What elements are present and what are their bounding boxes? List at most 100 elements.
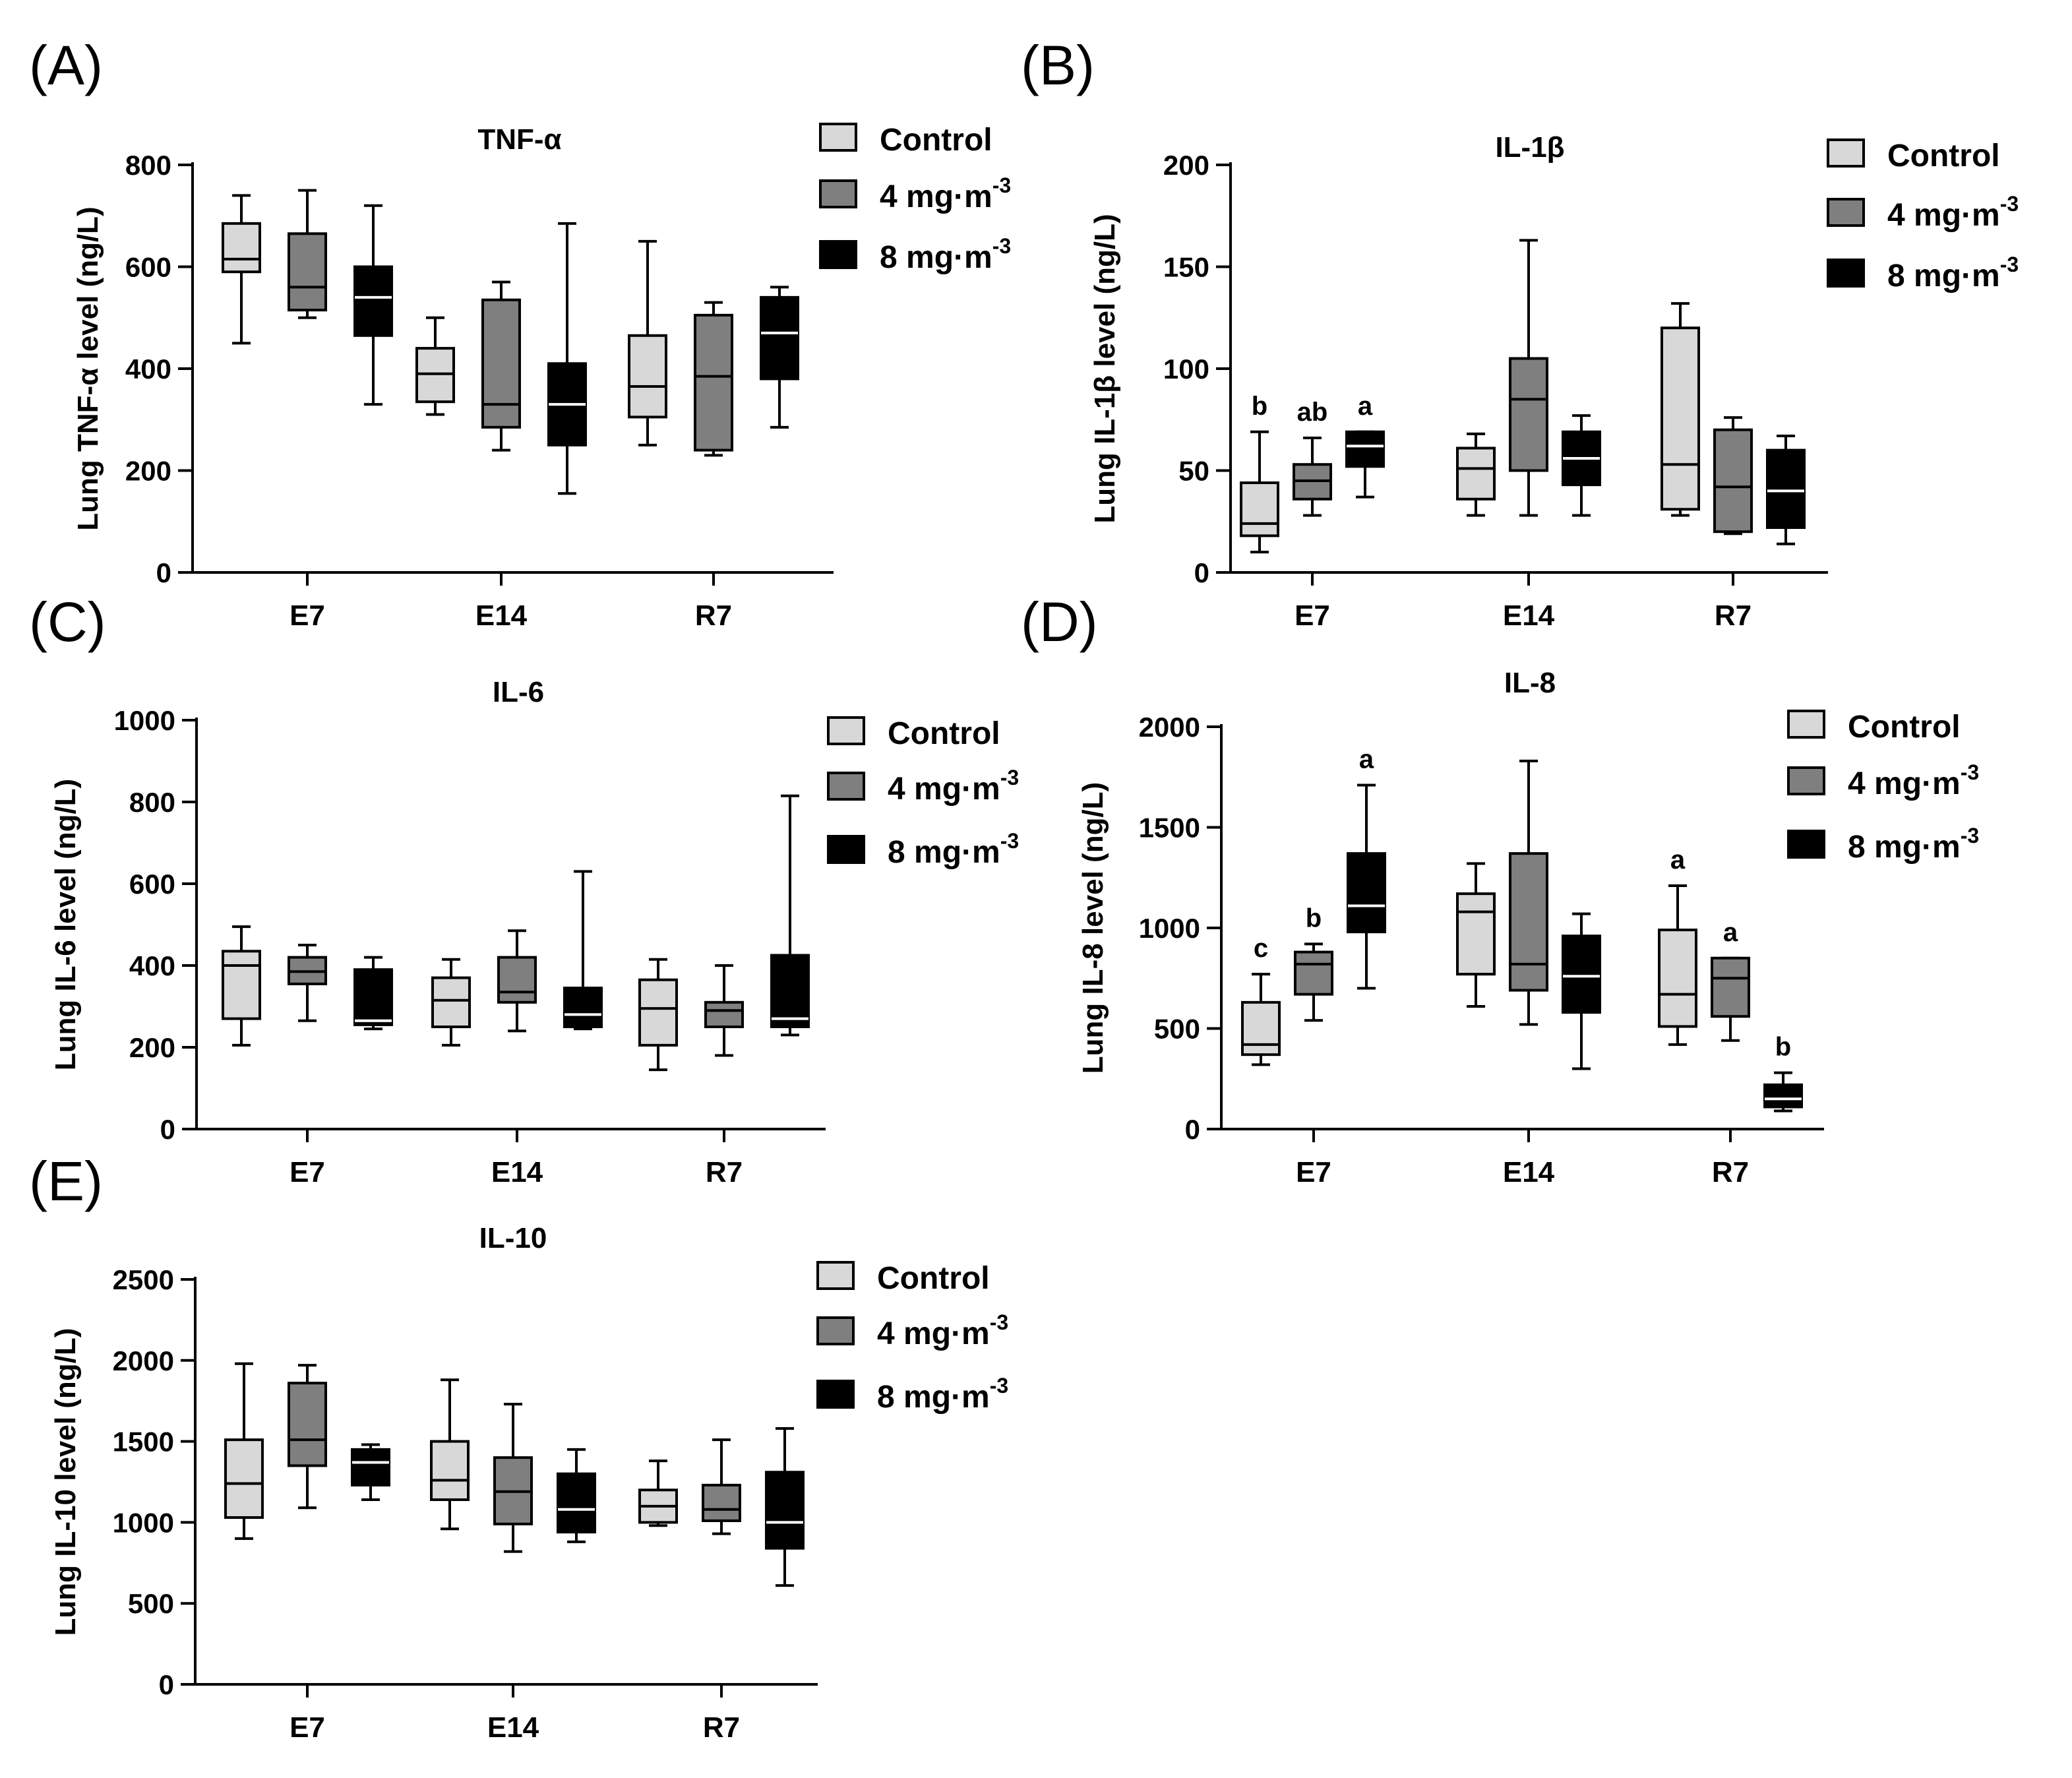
legend-label: Control: [880, 123, 992, 158]
y-tick-label: 400: [125, 353, 171, 384]
box-r7-series-1: [1713, 416, 1753, 536]
x-tick-label: E7: [1295, 599, 1330, 632]
legend-label: 4 mg·m-3: [877, 1310, 1008, 1351]
box-iqr: [1562, 935, 1601, 1014]
legend-swatch: [816, 1316, 855, 1345]
box-r7-series-0: [638, 1459, 678, 1527]
box-e14-series-2: [563, 870, 603, 1031]
significance-letter: a: [1359, 745, 1374, 774]
y-tick-label: 1000: [113, 1507, 174, 1538]
y-tick-label: 1000: [114, 705, 175, 736]
x-tick-label: R7: [703, 1711, 740, 1744]
legend-label: Control: [1887, 138, 2000, 173]
legend-label-text: Control: [877, 1261, 990, 1296]
legend-label-text: Control: [1848, 710, 1961, 745]
panel-e: (E) IL-10 Lung IL-10 level (ng/L) 0 500 1000 1…: [29, 1150, 1008, 1744]
x-tick-label: E14: [1503, 599, 1555, 632]
box-iqr: [704, 1000, 744, 1029]
panel-a: (A) TNF-α Lung TNF-α level (ng/L) 0 200 400 60…: [29, 34, 1011, 632]
x-tick-label: R7: [695, 599, 732, 632]
legend-label-text: Control: [880, 123, 992, 158]
y-tick-label: 1000: [1139, 913, 1200, 944]
box-iqr: [353, 265, 393, 337]
box-r7-series-2: [1766, 434, 1806, 545]
box-iqr: [1347, 852, 1386, 934]
legend-label-text: 4 mg·m: [877, 1316, 990, 1351]
y-tick-label: 0: [160, 1114, 175, 1145]
box-e7-series-2: [351, 1443, 390, 1502]
box-e14-series-0: [1456, 862, 1496, 1008]
legend-item: 8 mg·m-3: [1827, 253, 2019, 293]
box-r7-series-0: [638, 958, 678, 1072]
y-tick-label: 600: [125, 252, 171, 283]
chart-title: IL-8: [1504, 667, 1556, 699]
legend-label: 8 mg·m-3: [1887, 253, 2019, 293]
box-iqr: [1345, 430, 1385, 468]
box-iqr: [770, 954, 810, 1028]
box-iqr: [1509, 357, 1548, 472]
y-tick-label: 500: [1154, 1014, 1200, 1045]
legend-swatch: [1827, 198, 1865, 227]
box-e7-series-1: ab: [1293, 398, 1332, 517]
box-r7-series-0: [1661, 302, 1700, 517]
box-r7-series-0: a: [1658, 845, 1697, 1046]
legend-label: 4 mg·m-3: [1887, 192, 2019, 233]
x-tick-label: E14: [491, 1156, 543, 1188]
y-tick-label: 800: [129, 787, 175, 818]
legend-label-superscript: -3: [2000, 192, 2019, 216]
box-iqr: [628, 334, 667, 419]
significance-letter: ab: [1297, 398, 1328, 427]
box-r7-series-1: [694, 301, 733, 457]
box-iqr: [1241, 1000, 1281, 1057]
box-e7-series-1: [288, 189, 327, 319]
y-tick-label: 2000: [1139, 712, 1200, 743]
box-iqr: [288, 232, 327, 312]
legend: Control 4 mg·m-3 8 mg·m-3: [1827, 138, 2019, 293]
legend-swatch: [819, 123, 857, 152]
box-iqr: [1766, 448, 1806, 530]
chart-title: TNF-α: [477, 123, 561, 156]
box-iqr: [222, 950, 261, 1020]
box-iqr: [430, 1440, 470, 1502]
x-tick-label: E14: [487, 1711, 539, 1744]
y-tick-label: 600: [129, 869, 175, 900]
y-tick-label: 1500: [1139, 812, 1200, 843]
y-tick-label: 100: [1163, 353, 1209, 384]
significance-letter: c: [1254, 934, 1268, 963]
legend-label-text: 4 mg·m: [888, 772, 1000, 807]
box-iqr: [1661, 326, 1700, 511]
box-e14-series-1: [497, 929, 537, 1033]
y-tick-label: 0: [1185, 1114, 1200, 1145]
legend-label-superscript: -3: [1000, 829, 1019, 853]
box-iqr: [1713, 428, 1753, 534]
box-e14-series-0: [430, 1378, 470, 1531]
x-tick-label: R7: [1715, 599, 1752, 632]
box-r7-series-1: [702, 1438, 741, 1535]
box-e14-series-0: [415, 316, 455, 416]
y-tick-label: 0: [1194, 557, 1209, 588]
legend-item: 8 mg·m-3: [827, 829, 1019, 870]
legend-swatch: [1827, 259, 1865, 288]
x-tick-label: E7: [289, 599, 325, 632]
legend-label-text: Control: [888, 716, 1000, 751]
legend-swatch: [827, 835, 865, 864]
chart-title: IL-1β: [1495, 131, 1564, 164]
box-iqr: [765, 1471, 805, 1550]
legend-label-superscript: -3: [990, 1310, 1008, 1334]
legend-label-superscript: -3: [1961, 824, 1979, 847]
box-e7-series-1: b: [1294, 904, 1333, 1022]
legend-label-superscript: -3: [2000, 253, 2019, 276]
legend-item: Control: [816, 1261, 990, 1296]
box-r7-series-1: a: [1711, 918, 1750, 1042]
box-e7-series-1: [288, 944, 327, 1022]
box-e7-series-0: [224, 1362, 264, 1540]
y-tick-label: 0: [156, 557, 171, 588]
legend-item: 4 mg·m-3: [1827, 192, 2019, 233]
legend-swatch: [1787, 766, 1825, 795]
box-iqr: [497, 956, 537, 1004]
panel-label: (E): [29, 1150, 103, 1212]
box-iqr: [557, 1472, 596, 1534]
legend-label-text: 8 mg·m: [888, 835, 1000, 870]
